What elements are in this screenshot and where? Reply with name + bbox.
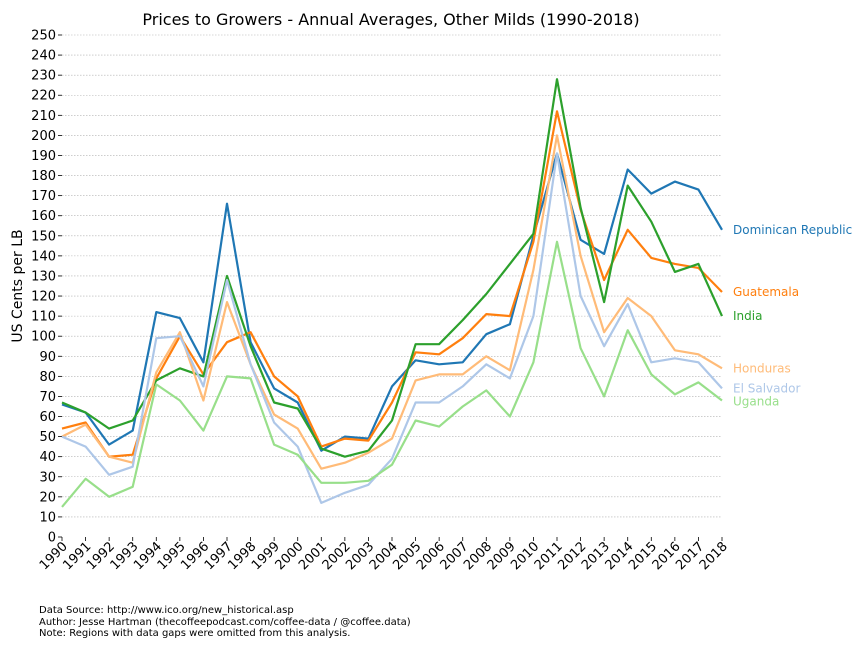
y-tick-label: 90 <box>39 350 56 365</box>
y-tick-label: 50 <box>39 430 56 445</box>
y-tick-label: 210 <box>31 109 56 124</box>
y-tick-label: 70 <box>39 390 56 405</box>
y-tick-label: 110 <box>31 310 56 325</box>
y-tick-label: 170 <box>31 189 56 204</box>
data-source-note: Data Source: http://www.ico.org/new_hist… <box>39 605 294 616</box>
y-tick-label: 150 <box>31 229 56 244</box>
y-tick-label: 80 <box>39 370 56 385</box>
author-note: Author: Jesse Hartman (thecoffeepodcast.… <box>39 616 411 628</box>
footer-notes: Data Source: http://www.ico.org/new_hist… <box>39 605 411 640</box>
x-tick-label: 2018 <box>697 539 731 573</box>
y-tick-label: 250 <box>31 29 56 44</box>
grid-lines <box>62 34 722 518</box>
series-label-dominican-republic: Dominican Republic <box>733 223 852 237</box>
series-label-honduras: Honduras <box>733 361 791 375</box>
y-axis: 0 10 20 30 40 50 60 70 80 90 100 110 120 130 140 150 160… <box>31 29 62 546</box>
series-label-uganda: Uganda <box>733 394 779 408</box>
y-tick-label: 240 <box>31 49 56 64</box>
y-tick-label: 160 <box>31 209 56 224</box>
series-line-india <box>61 78 724 458</box>
price-line-chart: Prices to Growers - Annual Averages, Oth… <box>10 10 852 573</box>
series-label-guatemala: Guatemala <box>733 285 799 299</box>
gap-note: Note: Regions with data gaps were omitte… <box>39 628 351 639</box>
series-line-guatemala <box>61 110 723 458</box>
y-tick-label: 100 <box>31 330 56 345</box>
y-tick-label: 190 <box>31 149 56 164</box>
y-tick-label: 200 <box>31 129 56 144</box>
y-tick-label: 230 <box>31 69 56 84</box>
y-tick-label: 20 <box>39 490 56 505</box>
series-line-el-salvador <box>61 152 723 504</box>
series-label-el-salvador: El Salvador <box>733 381 800 395</box>
y-tick-label: 130 <box>31 269 56 284</box>
series-line-dominican-republic <box>61 152 723 452</box>
y-tick-label: 30 <box>39 470 56 485</box>
series-label-india: India <box>733 309 762 323</box>
chart-title: Prices to Growers - Annual Averages, Oth… <box>142 10 639 29</box>
series-labels: Dominican Republic Guatemala India Honduras… <box>733 223 852 409</box>
y-tick-label: 220 <box>31 89 56 104</box>
y-tick-label: 140 <box>31 249 56 264</box>
x-axis: 1990199119921993199419951996199719981999… <box>37 537 731 573</box>
y-axis-label: US Cents per LB <box>10 229 26 342</box>
y-tick-label: 180 <box>31 169 56 184</box>
y-tick-label: 120 <box>31 290 56 305</box>
series-line-uganda <box>61 240 723 508</box>
series-line-honduras <box>61 134 723 470</box>
y-tick-label: 40 <box>39 450 56 465</box>
y-tick-label: 60 <box>39 410 56 425</box>
y-tick-label: 0 <box>48 531 56 546</box>
series-lines <box>61 78 724 508</box>
y-tick-label: 10 <box>39 510 56 525</box>
